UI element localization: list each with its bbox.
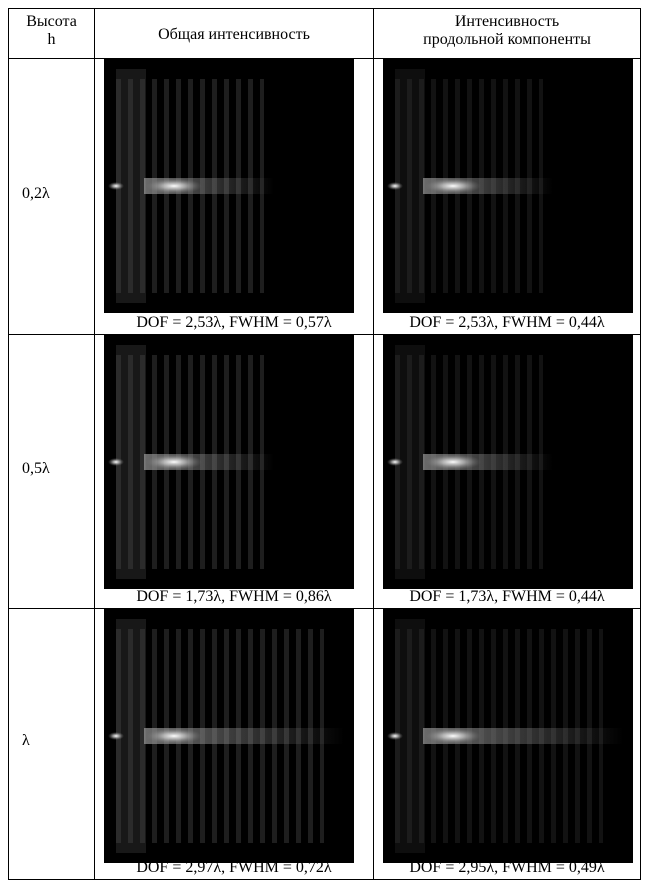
border: [94, 8, 95, 880]
intensity-image: [104, 609, 354, 863]
intensity-image: [383, 59, 633, 313]
height-label: 0,5λ: [22, 459, 50, 477]
border: [373, 8, 374, 880]
caption: DOF = 1,73λ, FWHM = 0,44λ: [409, 588, 605, 605]
caption: DOF = 1,73λ, FWHM = 0,86λ: [136, 588, 332, 605]
header-cell: Общая интенсивность: [95, 26, 373, 44]
caption: DOF = 2,53λ, FWHM = 0,57λ: [136, 314, 332, 331]
header-line: h: [47, 31, 56, 48]
caption: DOF = 2,53λ, FWHM = 0,44λ: [409, 314, 605, 331]
caption: DOF = 2,97λ, FWHM = 0,72λ: [136, 859, 332, 876]
header-line: Интенсивность: [454, 13, 560, 30]
header-line: продольной компоненты: [423, 31, 591, 48]
border: [8, 8, 641, 9]
header-line: Высота: [26, 13, 77, 30]
border: [8, 879, 641, 880]
intensity-image: [104, 59, 354, 313]
intensity-image: [383, 609, 633, 863]
border: [8, 334, 641, 335]
intensity-image: [104, 335, 354, 589]
intensity-image: [383, 335, 633, 589]
border: [640, 8, 641, 880]
header-cell: Интенсивность продольной компоненты: [374, 13, 640, 49]
height-label: 0,2λ: [22, 184, 50, 202]
caption: DOF = 2,95λ, FWHM = 0,49λ: [409, 859, 605, 876]
border: [8, 8, 9, 880]
height-label: λ: [22, 732, 30, 749]
header-cell: Высота h: [9, 13, 94, 49]
border: [8, 608, 641, 609]
header-line: Общая интенсивность: [158, 26, 310, 43]
border: [8, 58, 641, 59]
